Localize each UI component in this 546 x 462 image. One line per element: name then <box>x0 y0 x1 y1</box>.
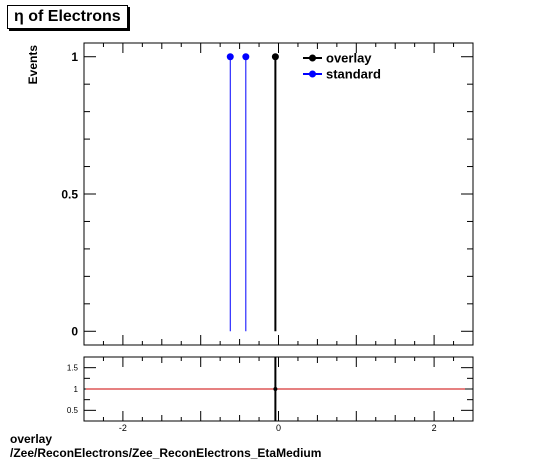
ratio-y-tick-label: 1.5 <box>67 364 79 373</box>
legend-marker <box>309 54 316 62</box>
ratio-y-tick-label: 1 <box>74 385 79 394</box>
main-y-tick-label: 0 <box>71 325 78 339</box>
chart-title: η of Electrons <box>7 5 128 29</box>
series-standard-point <box>242 53 250 61</box>
y-axis-label: Events <box>26 45 40 85</box>
series-standard-point <box>226 53 234 61</box>
series-overlay-point <box>271 53 279 61</box>
ratio-y-tick-label: 0.5 <box>67 406 79 415</box>
ratio-x-tick-label: 0 <box>276 423 281 433</box>
ratio-series-point <box>273 387 278 391</box>
footer-path: /Zee/ReconElectrons/Zee_ReconElectrons_E… <box>10 446 322 460</box>
legend-entry-overlay: overlay <box>326 51 372 66</box>
legend-marker <box>309 70 316 78</box>
ratio-x-tick-label: -2 <box>119 423 127 433</box>
main-y-tick-label: 0.5 <box>61 187 78 201</box>
main-plot-frame <box>83 42 474 346</box>
legend-entry-standard: standard <box>326 67 381 82</box>
footer-label: overlay <box>10 432 53 446</box>
main-y-tick-label: 1 <box>71 50 78 64</box>
ratio-x-tick-label: 2 <box>432 423 437 433</box>
ratio-plot-panel: 0.5 1 1.5 -2 0 2 <box>67 356 474 433</box>
